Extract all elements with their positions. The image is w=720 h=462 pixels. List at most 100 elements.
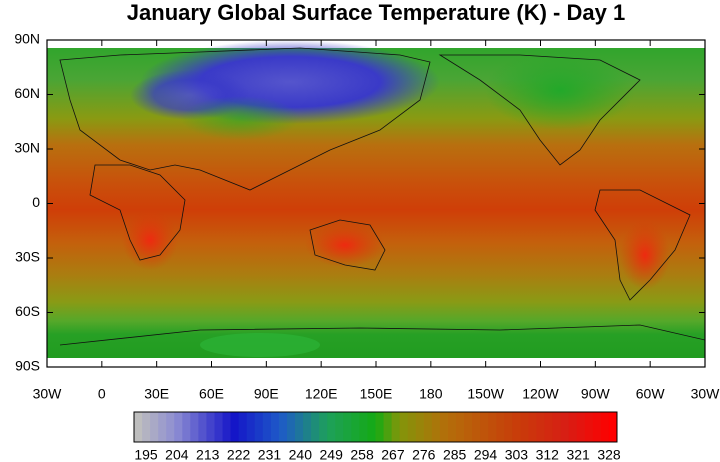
- colorbar-box: [399, 412, 409, 442]
- colorbar-label: 276: [412, 447, 436, 462]
- x-tick-label: 120W: [522, 386, 559, 402]
- x-tick-label: 90E: [254, 386, 279, 402]
- colorbar-box: [568, 412, 578, 442]
- x-tick-label: 150W: [467, 386, 504, 402]
- colorbar-label: 249: [320, 447, 344, 462]
- x-tick-label: 0: [98, 386, 106, 402]
- colorbar-box: [431, 412, 441, 442]
- x-tick-label: 150E: [360, 386, 393, 402]
- colorbar-box: [423, 412, 433, 442]
- colorbar-label: 294: [474, 447, 498, 462]
- colorbar-box: [512, 412, 521, 442]
- colorbar-box: [407, 412, 417, 442]
- colorbar-box: [488, 412, 497, 442]
- y-tick-label: 30N: [14, 140, 40, 156]
- colorbar-label: 213: [196, 447, 220, 462]
- colorbar-box: [182, 412, 191, 442]
- colorbar-frame: [133, 411, 618, 443]
- colorbar-box: [190, 412, 199, 442]
- colorbar-label: 195: [134, 447, 158, 462]
- colorbar-box: [560, 412, 570, 442]
- colorbar-box: [472, 412, 481, 442]
- colorbar-box: [150, 412, 159, 442]
- colorbar-box: [174, 412, 183, 442]
- colorbar-box: [415, 412, 425, 442]
- colorbar-label: 328: [597, 447, 621, 462]
- colorbar-box: [544, 412, 554, 442]
- colorbar: 195 204 213 222 231 240 249 258 267 276 285 294 303 3…: [133, 411, 621, 462]
- colorbar-box: [327, 412, 336, 442]
- colorbar-label: 321: [566, 447, 590, 462]
- y-tick-label: 0: [32, 194, 40, 210]
- colorbar-box: [456, 412, 465, 442]
- colorbar-label: 285: [443, 447, 467, 462]
- colorbar-box: [584, 412, 594, 442]
- colorbar-box: [319, 412, 328, 442]
- y-tick-label: 60S: [15, 303, 40, 319]
- colorbar-box: [504, 412, 513, 442]
- colorbar-box: [391, 412, 401, 442]
- x-tick-label: 180: [419, 386, 443, 402]
- x-tick-label: 90W: [581, 386, 611, 402]
- colorbar-box: [254, 412, 264, 442]
- colorbar-label: 303: [505, 447, 529, 462]
- colorbar-box: [600, 412, 610, 442]
- colorbar-label: 222: [227, 447, 251, 462]
- colorbar-box: [214, 412, 224, 442]
- colorbar-box: [520, 412, 529, 442]
- colorbar-box: [311, 412, 320, 442]
- colorbar-box: [262, 412, 272, 442]
- colorbar-box: [295, 412, 304, 442]
- colorbar-box: [335, 412, 344, 442]
- colorbar-box: [351, 412, 360, 442]
- colorbar-label: 312: [536, 447, 560, 462]
- colorbar-box: [198, 412, 207, 442]
- temperature-field: [47, 40, 705, 367]
- x-tick-label: 120E: [305, 386, 338, 402]
- colorbar-label: 231: [258, 447, 282, 462]
- colorbar-box: [343, 412, 352, 442]
- colorbar-box: [528, 412, 537, 442]
- colorbar-box: [439, 412, 449, 442]
- colorbar-box: [270, 412, 280, 442]
- colorbar-label: 204: [165, 447, 189, 462]
- y-tick-label: 60N: [14, 85, 40, 101]
- colorbar-box: [166, 412, 175, 442]
- colorbar-box: [230, 412, 240, 442]
- colorbar-box: [359, 412, 368, 442]
- colorbar-box: [480, 412, 489, 442]
- colorbar-box: [158, 412, 167, 442]
- colorbar-box: [608, 412, 618, 442]
- colorbar-box: [222, 412, 232, 442]
- colorbar-box: [278, 412, 288, 442]
- colorbar-box: [496, 412, 505, 442]
- colorbar-box: [592, 412, 602, 442]
- colorbar-label: 258: [350, 447, 374, 462]
- colorbar-box: [206, 412, 215, 442]
- colorbar-box: [375, 412, 385, 442]
- x-tick-label: 60W: [636, 386, 666, 402]
- colorbar-box: [142, 412, 151, 442]
- colorbar-box: [238, 412, 248, 442]
- colorbar-box: [286, 412, 296, 442]
- colorbar-label: 240: [289, 447, 313, 462]
- x-tick-label: 60E: [199, 386, 224, 402]
- colorbar-box: [303, 412, 312, 442]
- colorbar-box: [536, 412, 546, 442]
- colorbar-box: [383, 412, 393, 442]
- y-tick-label: 30S: [15, 249, 40, 265]
- y-tick-label: 90N: [14, 31, 40, 47]
- colorbar-box: [464, 412, 473, 442]
- colorbar-box: [246, 412, 256, 442]
- chart-title: January Global Surface Temperature (K) -…: [127, 0, 625, 25]
- colorbar-box: [367, 412, 376, 442]
- y-tick-label: 90S: [15, 358, 40, 374]
- colorbar-box: [447, 412, 457, 442]
- colorbar-box: [134, 412, 143, 442]
- x-tick-label: 30W: [691, 386, 720, 402]
- colorbar-label: 267: [381, 447, 405, 462]
- colorbar-box: [576, 412, 586, 442]
- colorbar-box: [552, 412, 562, 442]
- x-tick-label: 30E: [144, 386, 169, 402]
